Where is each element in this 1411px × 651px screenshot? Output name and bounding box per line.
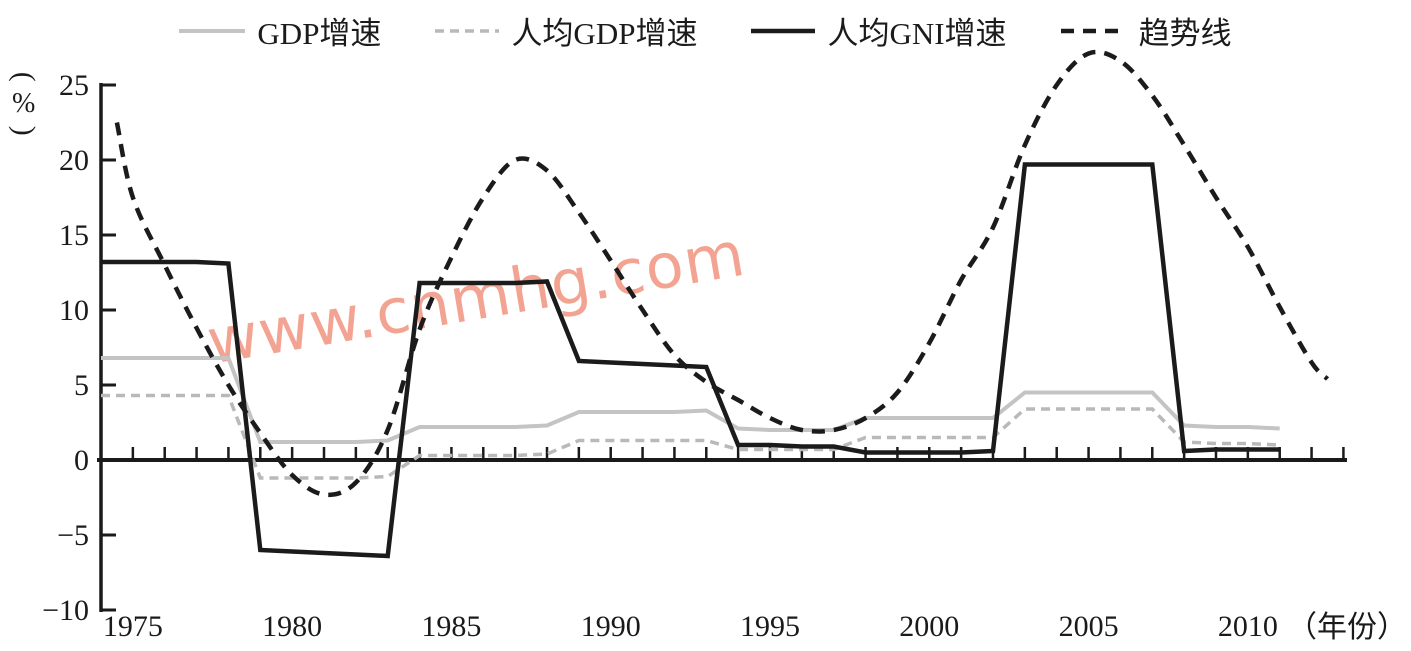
y-unit-paren-close: ) xyxy=(7,125,41,136)
svg-text:2000: 2000 xyxy=(899,610,959,643)
svg-text:2010: 2010 xyxy=(1218,610,1278,643)
legend-item-pcgni: 人均GNI增速 xyxy=(751,8,1007,53)
y-axis-unit-label: (%) xyxy=(7,64,41,143)
legend-swatch-solid-black xyxy=(751,28,816,33)
svg-text:1995: 1995 xyxy=(740,610,800,643)
svg-text:−5: −5 xyxy=(57,519,89,552)
legend-label-pcgni: 人均GNI增速 xyxy=(827,16,1007,51)
svg-text:25: 25 xyxy=(59,69,89,102)
x-axis-ticks xyxy=(131,447,1345,460)
series-GDP增速 xyxy=(101,356,1280,444)
legend-swatch-solid-gray xyxy=(179,28,246,33)
svg-text:15: 15 xyxy=(59,219,89,252)
svg-text:5: 5 xyxy=(74,369,89,402)
svg-text:1985: 1985 xyxy=(421,610,481,643)
svg-text:10: 10 xyxy=(59,294,89,327)
svg-text:0: 0 xyxy=(74,444,89,477)
series-人均GDP增速 xyxy=(101,393,1280,480)
series-人均GNI增速 xyxy=(101,162,1280,559)
y-axis-ticks: 25 20 15 10 5 0 −5 −10 xyxy=(42,69,116,627)
svg-text:1975: 1975 xyxy=(103,610,163,643)
x-axis-labels: 1975 1980 1985 1990 1995 2000 2005 2010 （年份） xyxy=(103,610,1407,644)
svg-text:20: 20 xyxy=(59,144,89,177)
legend-item-pcgdp: 人均GDP增速 xyxy=(435,8,697,53)
axes xyxy=(97,83,1347,612)
svg-text:2005: 2005 xyxy=(1059,610,1119,643)
legend-label-pcgdp: 人均GDP增速 xyxy=(511,16,698,51)
svg-text:−10: −10 xyxy=(42,594,89,627)
legend-item-gdp: GDP增速 xyxy=(179,8,381,53)
y-unit-percent: % xyxy=(12,87,36,119)
legend: GDP增速 人均GDP增速 人均GNI增速 趋势线 xyxy=(0,8,1411,53)
legend-item-trend: 趋势线 xyxy=(1060,8,1232,53)
legend-label-gdp: GDP增速 xyxy=(257,16,382,51)
legend-swatch-dashed-gray xyxy=(435,28,500,33)
y-unit-paren-open: ( xyxy=(7,71,41,82)
svg-text:1990: 1990 xyxy=(581,610,641,643)
legend-label-trend: 趋势线 xyxy=(1138,16,1232,51)
svg-text:（年份）: （年份） xyxy=(1287,611,1407,644)
legend-swatch-dashed-black xyxy=(1060,28,1127,33)
series-趋势线 xyxy=(114,49,1330,498)
svg-text:1980: 1980 xyxy=(262,610,322,643)
